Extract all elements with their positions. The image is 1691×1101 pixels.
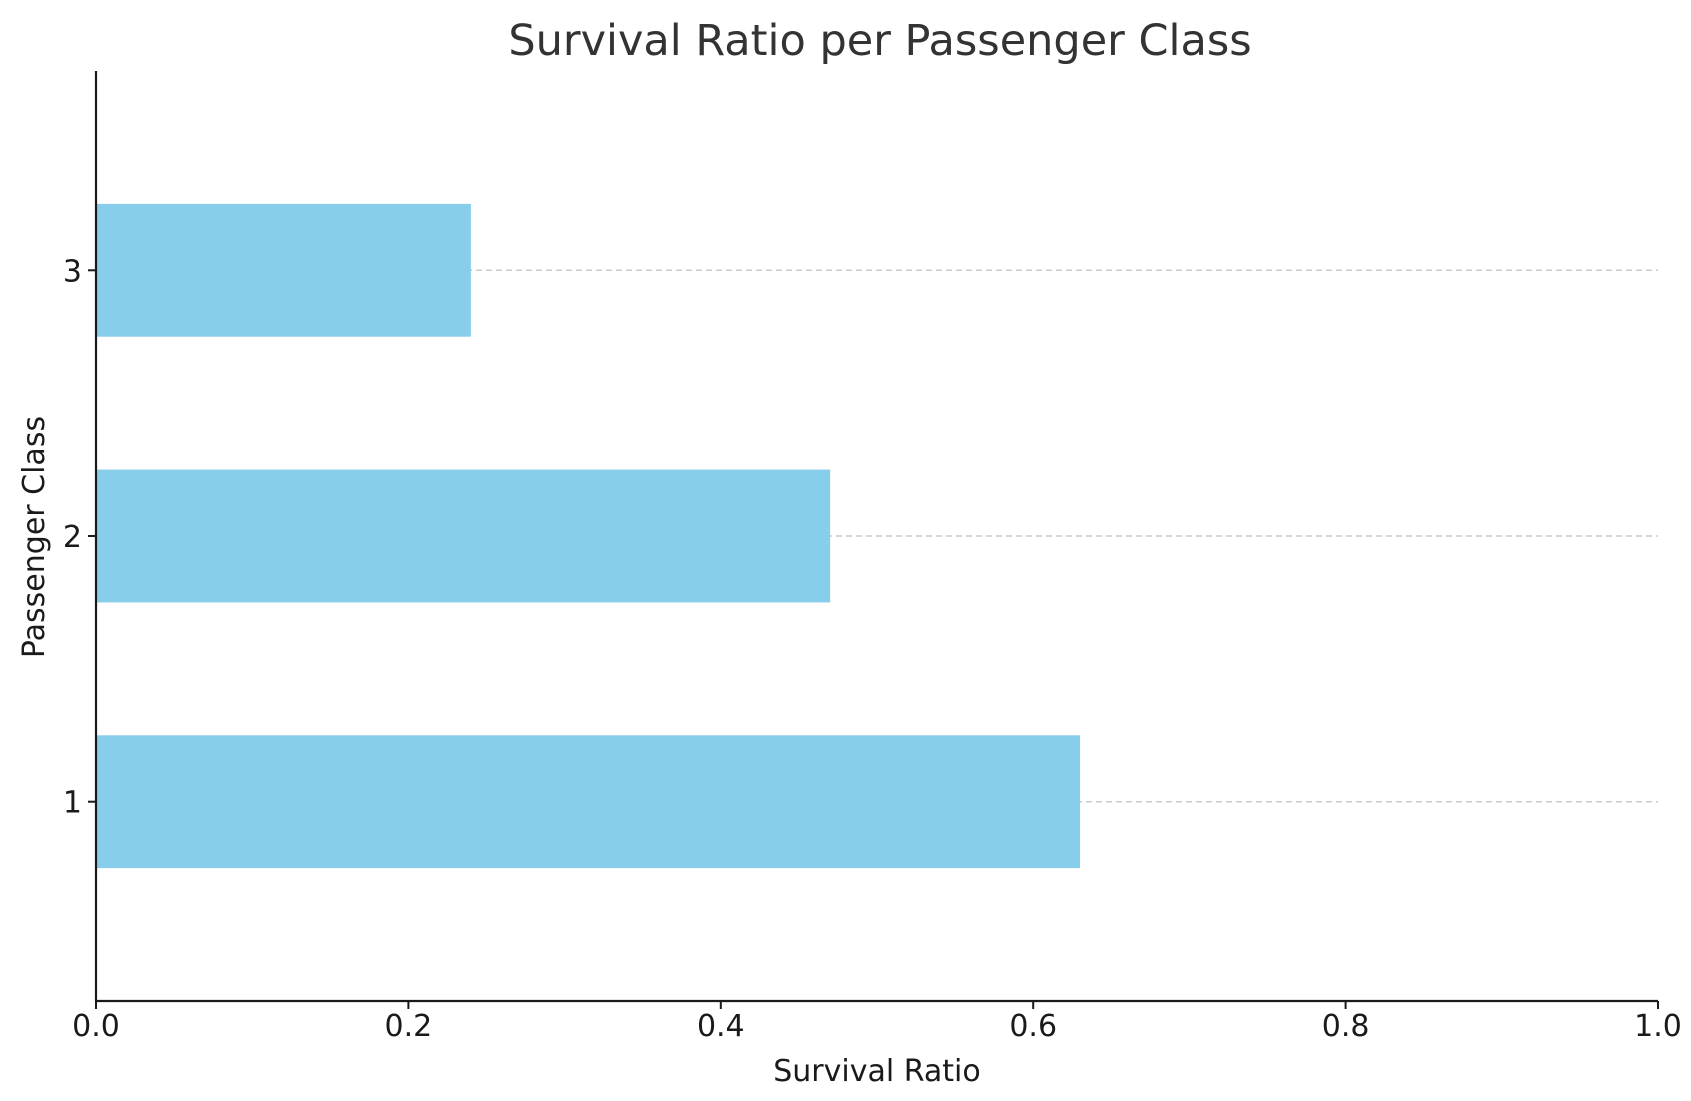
- x-tick-label-1: 0.2: [385, 1009, 433, 1044]
- x-ticks: 0.0 0.2 0.4 0.6 0.8 1.0: [72, 1001, 1682, 1044]
- x-tick-label-4: 0.8: [1322, 1009, 1370, 1044]
- bars: [96, 203, 1081, 869]
- x-tick-label-5: 1.0: [1634, 1009, 1682, 1044]
- x-tick-label-3: 0.6: [1009, 1009, 1057, 1044]
- y-tick-label-1: 1: [63, 786, 82, 821]
- bar-class-3: [96, 203, 471, 337]
- bar-class-1: [96, 735, 1081, 869]
- x-tick-label-2: 0.4: [697, 1009, 745, 1044]
- bar-class-2: [96, 469, 831, 603]
- x-axis-label: Survival Ratio: [773, 1054, 981, 1089]
- chart-title: Survival Ratio per Passenger Class: [508, 16, 1251, 66]
- y-ticks: 1 2 3: [63, 254, 96, 821]
- y-tick-label-2: 2: [63, 520, 82, 555]
- y-tick-label-3: 3: [63, 254, 82, 289]
- y-axis-label: Passenger Class: [17, 416, 52, 658]
- x-tick-label-0: 0.0: [72, 1009, 120, 1044]
